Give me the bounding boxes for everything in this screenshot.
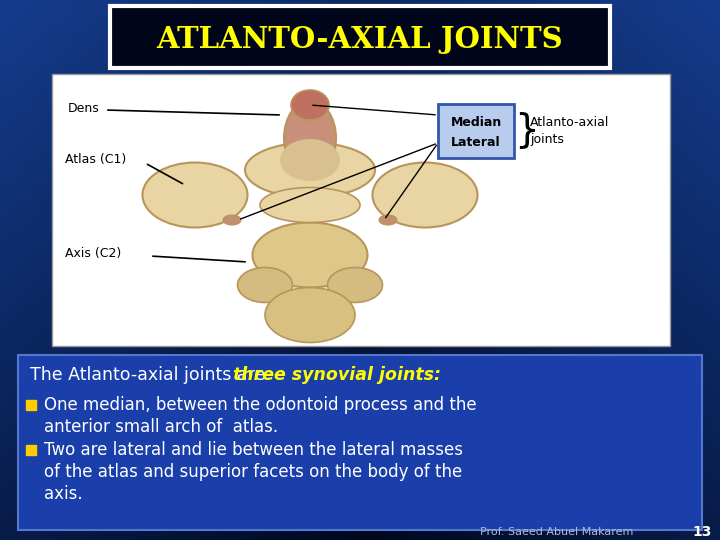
- Text: Atlas (C1): Atlas (C1): [65, 153, 126, 166]
- Text: ATLANTO-AXIAL JOINTS: ATLANTO-AXIAL JOINTS: [157, 25, 563, 55]
- Ellipse shape: [372, 163, 477, 227]
- Text: }: }: [514, 111, 539, 149]
- FancyBboxPatch shape: [110, 6, 610, 68]
- Text: Dens: Dens: [68, 102, 100, 114]
- Bar: [26, 400, 36, 410]
- Text: Lateral: Lateral: [451, 137, 501, 150]
- Ellipse shape: [260, 187, 360, 222]
- Text: Axis (C2): Axis (C2): [65, 246, 121, 260]
- Text: Prof. Saeed Abuel Makarem: Prof. Saeed Abuel Makarem: [480, 527, 634, 537]
- FancyBboxPatch shape: [18, 355, 702, 530]
- Ellipse shape: [245, 143, 375, 198]
- Ellipse shape: [284, 100, 336, 176]
- Text: Median: Median: [451, 116, 502, 129]
- Ellipse shape: [291, 90, 329, 120]
- Ellipse shape: [223, 215, 241, 225]
- Ellipse shape: [379, 215, 397, 225]
- Text: Two are lateral and lie between the lateral masses: Two are lateral and lie between the late…: [44, 441, 463, 459]
- Bar: [26, 445, 36, 455]
- Ellipse shape: [238, 267, 292, 302]
- Text: Atlanto-axial: Atlanto-axial: [530, 116, 609, 129]
- Ellipse shape: [328, 267, 382, 302]
- Text: 13: 13: [693, 525, 711, 539]
- Ellipse shape: [265, 287, 355, 342]
- FancyBboxPatch shape: [52, 74, 670, 346]
- Ellipse shape: [143, 163, 248, 227]
- Text: anterior small arch of  atlas.: anterior small arch of atlas.: [44, 418, 278, 436]
- Ellipse shape: [280, 139, 340, 181]
- Text: three synovial joints:: three synovial joints:: [233, 366, 441, 384]
- Text: The Atlanto-axial joints are: The Atlanto-axial joints are: [30, 366, 271, 384]
- Text: joints: joints: [530, 133, 564, 146]
- Text: of the atlas and superior facets on the body of the: of the atlas and superior facets on the …: [44, 463, 462, 481]
- Ellipse shape: [253, 222, 367, 287]
- Text: One median, between the odontoid process and the: One median, between the odontoid process…: [44, 396, 477, 414]
- Text: axis.: axis.: [44, 485, 83, 503]
- FancyBboxPatch shape: [438, 104, 514, 158]
